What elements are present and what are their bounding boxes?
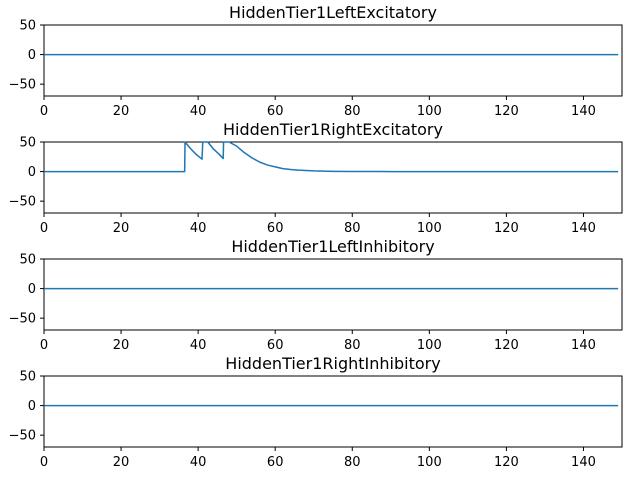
x-tick-label: 20 (113, 455, 130, 470)
subplot-2: HiddenTier1RightExcitatory 0 20 40 60 80 100 12… (9, 120, 623, 236)
x-tick-label: 20 (113, 221, 130, 236)
x-tick-label: 60 (267, 221, 284, 236)
x-tick-label: 20 (113, 104, 130, 119)
y-tick-label: −50 (9, 78, 36, 93)
x-tick-label: 100 (417, 104, 442, 119)
x-tick-label: 80 (344, 455, 361, 470)
x-tick-label: 0 (40, 104, 48, 119)
x-tick-label: 60 (267, 338, 284, 353)
x-tick-label: 120 (494, 221, 519, 236)
x-tick-label: 0 (40, 338, 48, 353)
subplot-title: HiddenTier1LeftInhibitory (231, 237, 434, 256)
axes-frame (43, 375, 623, 448)
x-tick-label: 80 (344, 338, 361, 353)
x-tick-label: 40 (190, 221, 207, 236)
x-tick-label: 100 (417, 221, 442, 236)
x-tick-label: 100 (417, 455, 442, 470)
x-tick-label: 140 (571, 455, 596, 470)
x-tick-label: 0 (40, 455, 48, 470)
x-tick-label: 140 (571, 221, 596, 236)
x-tick-label: 140 (571, 338, 596, 353)
x-tick-label: 80 (344, 221, 361, 236)
y-tick-label: −50 (9, 312, 36, 327)
subplot-3: HiddenTier1LeftInhibitory 0 20 40 60 80 100 120… (9, 237, 623, 353)
y-tick-label: −50 (9, 429, 36, 444)
x-tick-label: 100 (417, 338, 442, 353)
x-tick-label: 140 (571, 104, 596, 119)
subplot-title: HiddenTier1LeftExcitatory (229, 3, 437, 22)
y-tick-label: 0 (28, 282, 36, 297)
subplot-title: HiddenTier1RightExcitatory (223, 120, 443, 139)
x-tick-label: 40 (190, 104, 207, 119)
y-tick-label: 0 (28, 399, 36, 414)
y-tick-label: −50 (9, 195, 36, 210)
subplot-title: HiddenTier1RightInhibitory (225, 354, 440, 373)
axes-frame (43, 141, 623, 214)
y-tick-label: 50 (19, 136, 36, 151)
y-tick-label: 0 (28, 165, 36, 180)
x-tick-label: 40 (190, 338, 207, 353)
y-tick-label: 0 (28, 48, 36, 63)
subplot-1: HiddenTier1LeftExcitatory 0 20 40 60 80 100 120… (9, 3, 623, 119)
x-tick-label: 60 (267, 455, 284, 470)
x-tick-label: 120 (494, 104, 519, 119)
y-tick-label: 50 (19, 19, 36, 34)
x-tick-label: 60 (267, 104, 284, 119)
subplot-4: HiddenTier1RightInhibitory 0 20 40 60 80 100 12… (9, 354, 623, 470)
x-tick-label: 120 (494, 338, 519, 353)
x-tick-label: 80 (344, 104, 361, 119)
x-tick-label: 40 (190, 455, 207, 470)
x-tick-label: 120 (494, 455, 519, 470)
x-tick-label: 20 (113, 338, 130, 353)
series-line (44, 141, 619, 173)
y-tick-label: 50 (19, 253, 36, 268)
axes-frame (43, 24, 623, 97)
axes-frame (43, 258, 623, 331)
x-tick-label: 0 (40, 221, 48, 236)
y-tick-label: 50 (19, 370, 36, 385)
